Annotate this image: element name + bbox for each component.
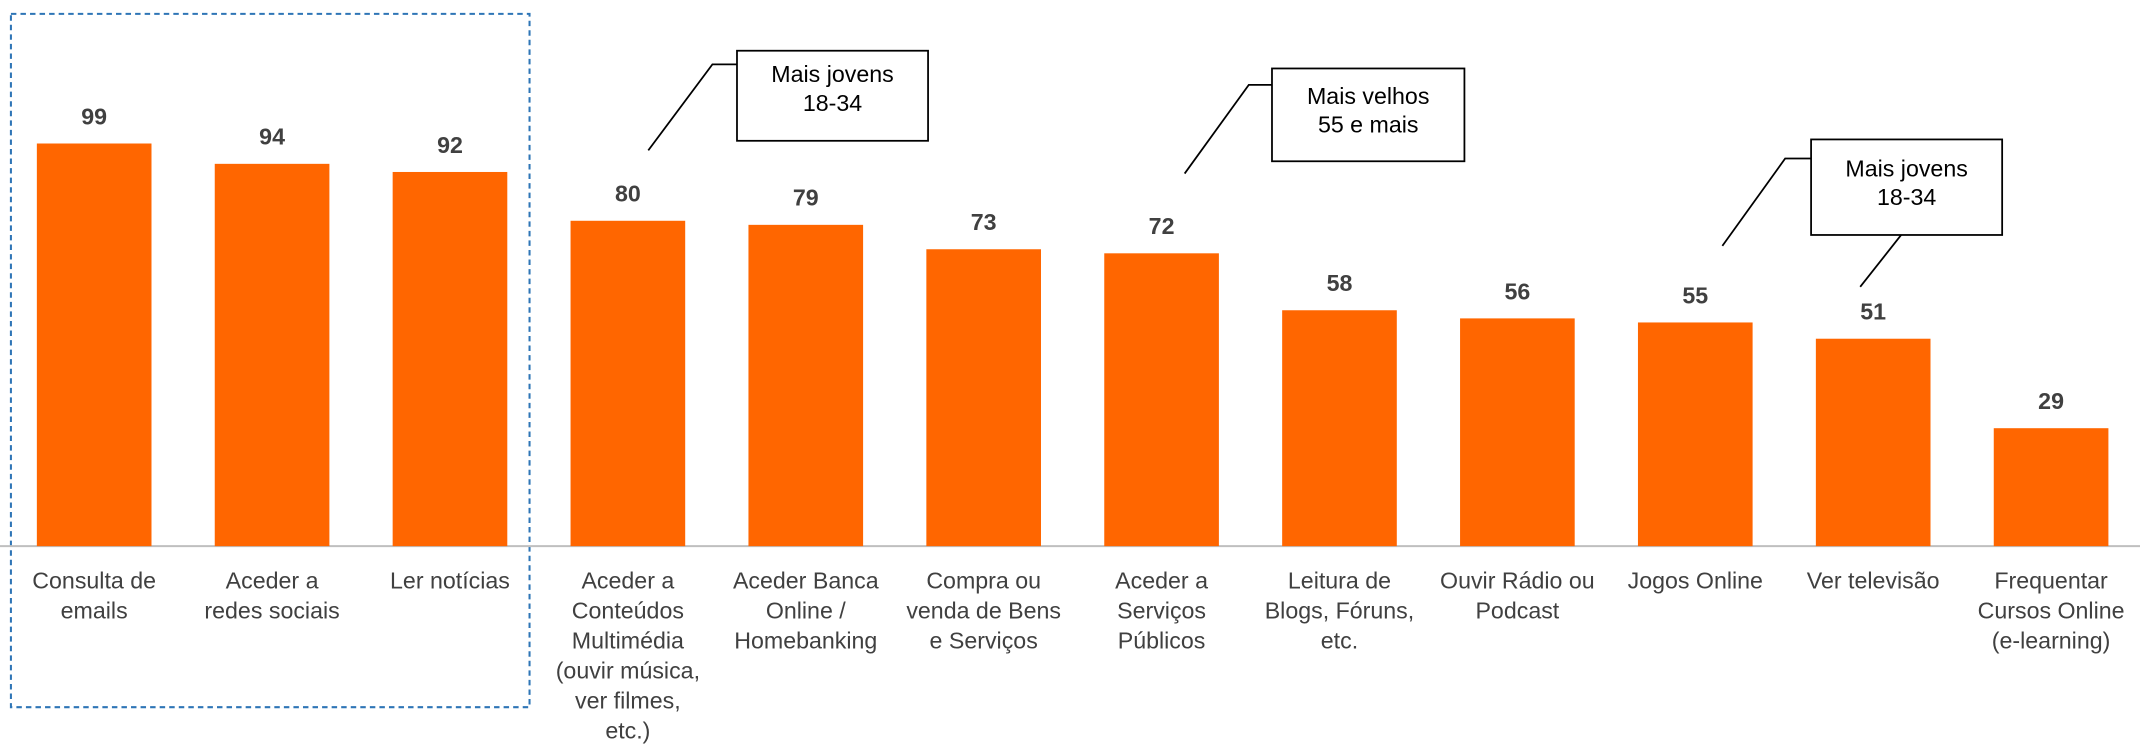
callout-box bbox=[736, 49, 929, 142]
bar bbox=[748, 224, 864, 547]
callout-line bbox=[1721, 157, 1812, 247]
highlight-box bbox=[9, 12, 531, 709]
value-label: 99 bbox=[81, 103, 107, 129]
bar bbox=[1460, 318, 1575, 547]
x-tick-label: Jogos Online bbox=[1628, 567, 1763, 593]
x-tick-label: Aceder Banca Online / Homebanking bbox=[733, 567, 879, 653]
x-tick-label: Aceder a redes sociais bbox=[204, 567, 339, 623]
bar bbox=[392, 171, 508, 547]
callout-box bbox=[1271, 67, 1466, 163]
bar bbox=[1637, 322, 1753, 547]
value-label: 55 bbox=[1682, 282, 1708, 308]
x-tick-label: Frequentar Cursos Online (e-learning) bbox=[1978, 567, 2125, 653]
value-label: 92 bbox=[437, 132, 463, 158]
x-tick-label: Ver televisão bbox=[1807, 567, 1940, 593]
x-tick-label: Leitura de Blogs, Fóruns, etc. bbox=[1265, 567, 1415, 653]
value-label: 58 bbox=[1327, 270, 1353, 296]
value-label: 56 bbox=[1504, 278, 1530, 304]
callouts bbox=[647, 49, 2004, 288]
annotation: Mais velhos 55 e mais bbox=[1307, 83, 1429, 138]
x-tick-label: Consulta de emails bbox=[32, 567, 156, 623]
bar bbox=[214, 163, 330, 547]
bar bbox=[36, 143, 152, 547]
bar bbox=[1993, 428, 2109, 547]
value-label: 79 bbox=[793, 185, 819, 211]
bar bbox=[926, 249, 1041, 547]
annotation: Mais jovens 18-34 bbox=[771, 61, 893, 116]
value-label: 94 bbox=[259, 124, 285, 150]
annotation: Mais jovens 18-34 bbox=[1845, 155, 1967, 210]
x-tick-label: Compra ou venda de Bens e Serviços bbox=[906, 567, 1061, 653]
x-tick-label: Ler notícias bbox=[390, 567, 510, 593]
x-tick-label: Aceder a Conteúdos Multimédia (ouvir música… bbox=[556, 567, 700, 743]
value-label: 80 bbox=[615, 181, 641, 207]
callout-box bbox=[1810, 138, 2004, 236]
bar bbox=[1104, 253, 1219, 547]
value-label: 72 bbox=[1149, 213, 1175, 239]
callout-line bbox=[647, 63, 737, 151]
value-label: 29 bbox=[2038, 388, 2064, 414]
callout-line bbox=[1183, 83, 1272, 175]
bar bbox=[570, 220, 686, 547]
bar bbox=[1282, 310, 1397, 547]
callout-line bbox=[1859, 234, 1902, 288]
bar bbox=[1815, 338, 1931, 547]
x-tick-label: Aceder a Serviços Públicos bbox=[1115, 567, 1208, 653]
x-tick-label: Ouvir Rádio ou Podcast bbox=[1440, 567, 1595, 623]
value-label: 73 bbox=[971, 209, 997, 235]
value-label: 51 bbox=[1860, 299, 1886, 325]
